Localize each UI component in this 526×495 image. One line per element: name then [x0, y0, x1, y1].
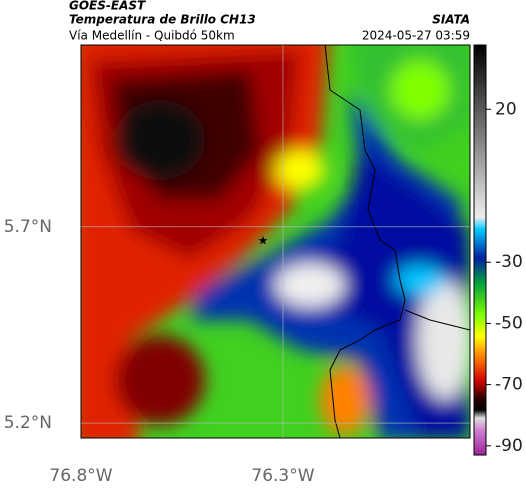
location-marker: ★ — [258, 234, 269, 248]
lon-tick-label: 76.3°W — [251, 466, 314, 486]
colorbar-tick-label: -30 — [495, 252, 523, 272]
lat-tick-label: 5.7°N — [4, 217, 52, 237]
lat-tick-label: 5.2°N — [4, 413, 52, 433]
lon-tick-label: 76.8°W — [49, 466, 112, 486]
colorbar-tick-label: -50 — [495, 313, 523, 333]
colorbar — [473, 44, 487, 456]
route: Vía Medellín - Quibdó 50km — [69, 29, 235, 43]
colorbar-tick-label: -90 — [495, 436, 523, 456]
map-frame — [80, 44, 471, 439]
datetime: 2024-05-27 03:59 — [362, 29, 470, 43]
satellite: GOES-EAST — [69, 0, 146, 13]
colorbar-tick-label: 20 — [495, 99, 517, 119]
source: SIATA — [432, 13, 470, 27]
colorbar-tick-label: -70 — [495, 375, 523, 395]
satellite-image — [81, 45, 470, 438]
product: Temperatura de Brillo CH13 — [69, 13, 256, 27]
